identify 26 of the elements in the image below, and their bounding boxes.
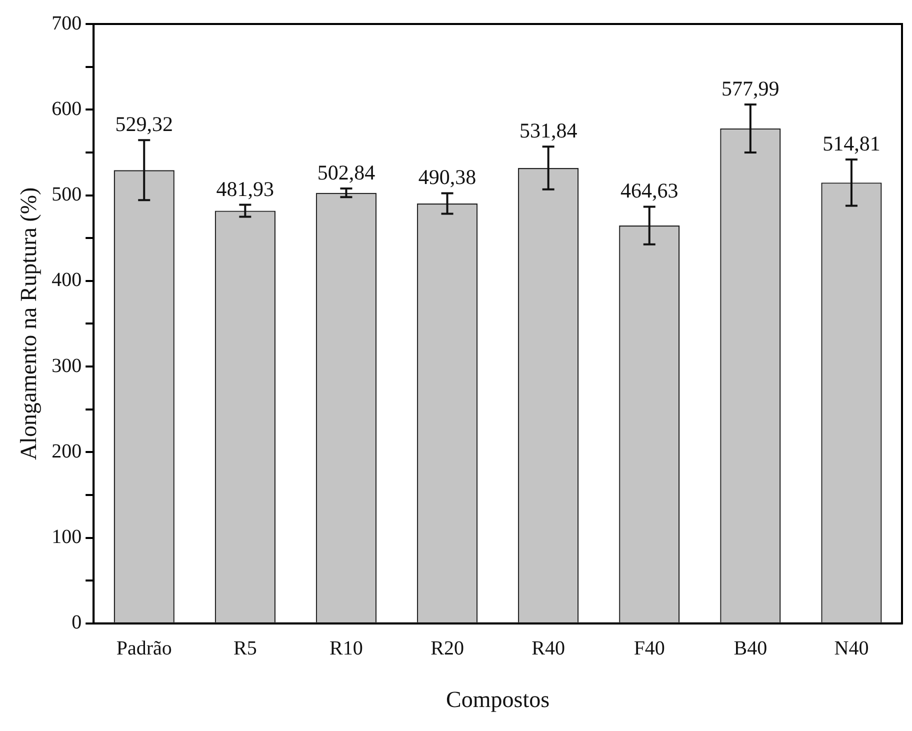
data-label: 529,32 xyxy=(115,112,173,136)
x-tick-label: F40 xyxy=(634,638,665,660)
y-tick-label: 100 xyxy=(52,526,82,548)
data-label: 577,99 xyxy=(722,76,780,101)
y-tick-label: 600 xyxy=(52,98,82,120)
data-label: 531,84 xyxy=(519,118,578,143)
x-tick-label: R10 xyxy=(330,638,363,660)
data-label: 481,93 xyxy=(216,176,274,201)
data-label: 502,84 xyxy=(317,160,376,185)
x-tick-label: Padrão xyxy=(116,638,172,660)
x-tick-label: R5 xyxy=(234,638,257,660)
y-tick-label: 200 xyxy=(52,440,82,462)
x-tick-label: R40 xyxy=(532,638,565,660)
y-tick-label: 700 xyxy=(52,12,82,34)
x-tick-label: N40 xyxy=(834,638,869,660)
y-axis-title: Alongamento na Ruptura (%) xyxy=(16,187,41,460)
y-tick-label: 0 xyxy=(72,612,82,634)
x-axis-title: Compostos xyxy=(446,687,550,712)
x-tick-label: R20 xyxy=(430,638,464,660)
y-tick-label: 400 xyxy=(52,269,82,292)
x-tick-label: B40 xyxy=(734,638,768,660)
y-tick-label: 300 xyxy=(52,354,82,377)
data-label: 490,38 xyxy=(418,165,476,190)
data-label: 514,81 xyxy=(822,131,880,156)
y-tick-label: 500 xyxy=(52,184,82,206)
data-label: 464,63 xyxy=(620,178,678,203)
